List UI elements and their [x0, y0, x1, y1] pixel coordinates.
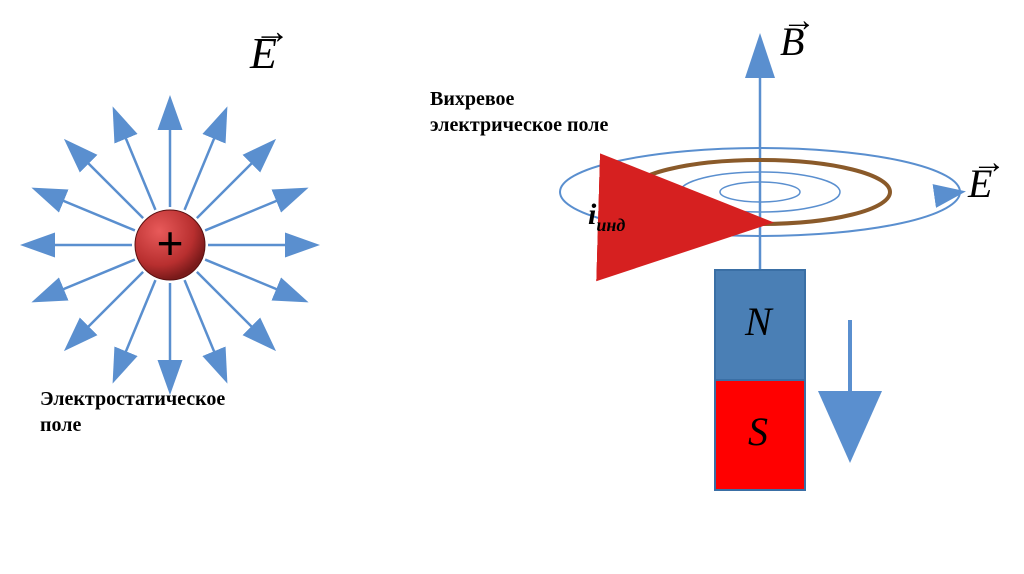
electrostatic-field-diagram: + [0, 20, 380, 440]
svg-text:+: + [157, 217, 184, 269]
magnet-S-label: S [748, 408, 768, 455]
right-E-label: → E [968, 160, 992, 207]
left-E-label: → E [250, 28, 277, 79]
vortex-caption: Вихревое электрическое поле [430, 86, 608, 138]
magnet-N-label: N [745, 298, 772, 345]
right-B-label: → B [780, 18, 804, 65]
induced-current-label: iинд [588, 198, 625, 236]
electrostatic-caption: Электростатическое поле [40, 386, 225, 438]
